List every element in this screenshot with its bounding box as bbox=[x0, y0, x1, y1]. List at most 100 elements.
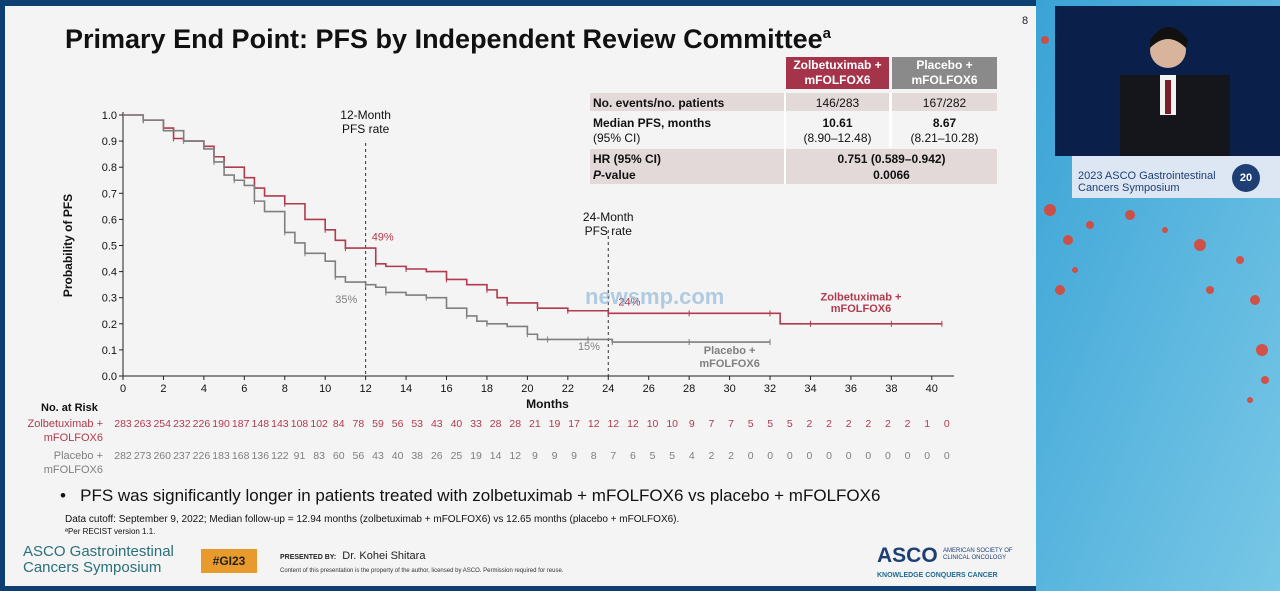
x-tick-label: 40 bbox=[926, 383, 938, 395]
at-risk-placebo-value: 237 bbox=[173, 450, 191, 462]
annotation-12-month: 12-Month bbox=[340, 108, 391, 122]
x-tick-label: 2 bbox=[160, 383, 166, 395]
at-risk-placebo-value: 12 bbox=[509, 450, 521, 462]
slide-number: 8 bbox=[1022, 15, 1029, 27]
x-tick-label: 28 bbox=[683, 383, 695, 395]
label-24pct: 24% bbox=[618, 297, 640, 309]
at-risk-zolbe-value: 226 bbox=[193, 418, 211, 430]
at-risk-placebo-value: 273 bbox=[134, 450, 152, 462]
podium-text: 2023 ASCO Gastrointestinal Cancers Sympo… bbox=[1078, 170, 1216, 194]
x-tick-label: 0 bbox=[120, 383, 126, 395]
at-risk-placebo-value: 0 bbox=[748, 450, 754, 462]
at-risk-placebo-value: 8 bbox=[591, 450, 597, 462]
at-risk-placebo-value: 40 bbox=[392, 450, 404, 462]
annotation-24-month: 24-Month bbox=[583, 210, 634, 224]
at-risk-placebo-value: 5 bbox=[669, 450, 675, 462]
y-tick-label: 0.2 bbox=[102, 319, 117, 331]
cell-ci-placebo: (8.21–10.28) bbox=[910, 131, 979, 145]
podium-banner: 2023 ASCO Gastrointestinal Cancers Sympo… bbox=[1072, 156, 1280, 198]
at-risk-zolbe-value: 2 bbox=[807, 418, 813, 430]
x-tick-label: 16 bbox=[440, 383, 452, 395]
y-tick-label: 0.5 bbox=[102, 241, 117, 253]
row-label-hr: HR (95% CI) bbox=[593, 152, 662, 166]
at-risk-zolbe-value: 56 bbox=[392, 418, 404, 430]
presented-by: PRESENTED BY: Dr. Kohei Shitara bbox=[280, 550, 426, 562]
y-tick-label: 0.6 bbox=[102, 214, 117, 226]
at-risk-zolbe-value: 254 bbox=[153, 418, 171, 430]
table-divider bbox=[784, 93, 786, 184]
at-risk-zolbe-value: 2 bbox=[826, 418, 832, 430]
at-risk-placebo-value: 0 bbox=[846, 450, 852, 462]
data-cutoff-note: Data cutoff: September 9, 2022; Median f… bbox=[65, 514, 680, 525]
x-tick-label: 24 bbox=[602, 383, 614, 395]
x-tick-label: 30 bbox=[723, 383, 735, 395]
slide-title: Primary End Point: PFS by Independent Re… bbox=[65, 24, 831, 54]
at-risk-label-zolbe: Zolbetuximab + bbox=[27, 418, 103, 430]
at-risk-placebo-value: 43 bbox=[372, 450, 384, 462]
row-label-ci: (95% CI) bbox=[593, 131, 641, 145]
annotation-12-month: PFS rate bbox=[342, 122, 390, 136]
at-risk-placebo-value: 7 bbox=[610, 450, 616, 462]
curve-label-placebo: mFOLFOX6 bbox=[699, 358, 760, 370]
presentation-slide: Primary End Point: PFS by Independent Re… bbox=[5, 6, 1036, 586]
at-risk-placebo-value: 25 bbox=[451, 450, 463, 462]
curve-label-zolbetuximab: mFOLFOX6 bbox=[831, 303, 892, 315]
at-risk-zolbe-value: 28 bbox=[490, 418, 502, 430]
at-risk-placebo-value: 183 bbox=[212, 450, 230, 462]
at-risk-zolbe-value: 187 bbox=[232, 418, 250, 430]
at-risk-zolbe-value: 143 bbox=[271, 418, 289, 430]
cell-events-placebo: 167/282 bbox=[922, 96, 967, 110]
at-risk-zolbe-value: 102 bbox=[310, 418, 328, 430]
at-risk-zolbe-value: 43 bbox=[431, 418, 443, 430]
at-risk-zolbe-value: 5 bbox=[748, 418, 754, 430]
x-tick-label: 18 bbox=[481, 383, 493, 395]
y-tick-label: 0.9 bbox=[102, 136, 117, 148]
at-risk-placebo-value: 9 bbox=[552, 450, 558, 462]
at-risk-placebo-value: 0 bbox=[807, 450, 813, 462]
y-tick-label: 1.0 bbox=[102, 110, 117, 122]
at-risk-placebo-value: 0 bbox=[767, 450, 773, 462]
at-risk-zolbe-value: 7 bbox=[708, 418, 714, 430]
at-risk-placebo-value: 6 bbox=[630, 450, 636, 462]
at-risk-zolbe-value: 190 bbox=[212, 418, 230, 430]
x-tick-label: 38 bbox=[885, 383, 897, 395]
at-risk-zolbe-value: 7 bbox=[728, 418, 734, 430]
x-tick-label: 36 bbox=[845, 383, 857, 395]
hashtag-badge: #GI23 bbox=[201, 549, 257, 573]
at-risk-zolbe-value: 2 bbox=[885, 418, 891, 430]
at-risk-placebo-value: 9 bbox=[571, 450, 577, 462]
x-tick-label: 10 bbox=[319, 383, 331, 395]
at-risk-zolbe-value: 2 bbox=[846, 418, 852, 430]
watermark: newsmp.com bbox=[585, 284, 725, 309]
at-risk-placebo-value: 0 bbox=[865, 450, 871, 462]
table-divider bbox=[889, 93, 892, 148]
at-risk-placebo-value: 26 bbox=[431, 450, 443, 462]
at-risk-zolbe-value: 263 bbox=[134, 418, 152, 430]
y-tick-label: 0.3 bbox=[102, 293, 117, 305]
label-35pct: 35% bbox=[335, 294, 357, 306]
km-chart: 0.00.10.20.30.40.50.60.70.80.91.00 2 4 6 8 10… bbox=[27, 108, 954, 476]
at-risk-placebo-value: 282 bbox=[114, 450, 132, 462]
at-risk-placebo-value: 83 bbox=[313, 450, 325, 462]
x-tick-label: 12 bbox=[360, 383, 372, 395]
y-tick-label: 0.0 bbox=[102, 371, 117, 383]
at-risk-placebo-value: 136 bbox=[252, 450, 270, 462]
at-risk-zolbe-value: 9 bbox=[689, 418, 695, 430]
table-row-hr bbox=[590, 149, 997, 184]
at-risk-placebo-value: 226 bbox=[193, 450, 211, 462]
at-risk-zolbe-value: 2 bbox=[905, 418, 911, 430]
at-risk-placebo-value: 2 bbox=[728, 450, 734, 462]
cell-events-zolbe: 146/283 bbox=[815, 96, 860, 110]
at-risk-placebo-value: 60 bbox=[333, 450, 345, 462]
at-risk-placebo-value: 91 bbox=[294, 450, 306, 462]
at-risk-zolbe-value: 232 bbox=[173, 418, 191, 430]
at-risk-placebo-value: 4 bbox=[689, 450, 695, 462]
at-risk-zolbe-value: 10 bbox=[666, 418, 678, 430]
key-finding-bullet: • PFS was significantly longer in patien… bbox=[60, 486, 881, 505]
podium-line1: 2023 ASCO Gastrointestinal bbox=[1078, 170, 1216, 182]
row-label-median-pfs: Median PFS, months bbox=[593, 116, 712, 130]
at-risk-zolbe-value: 148 bbox=[252, 418, 270, 430]
at-risk-zolbe-value: 5 bbox=[787, 418, 793, 430]
y-axis-label: Probability of PFS bbox=[61, 194, 75, 297]
asco-gi-logo: ASCO Gastrointestinal Cancers Symposium bbox=[23, 543, 174, 576]
